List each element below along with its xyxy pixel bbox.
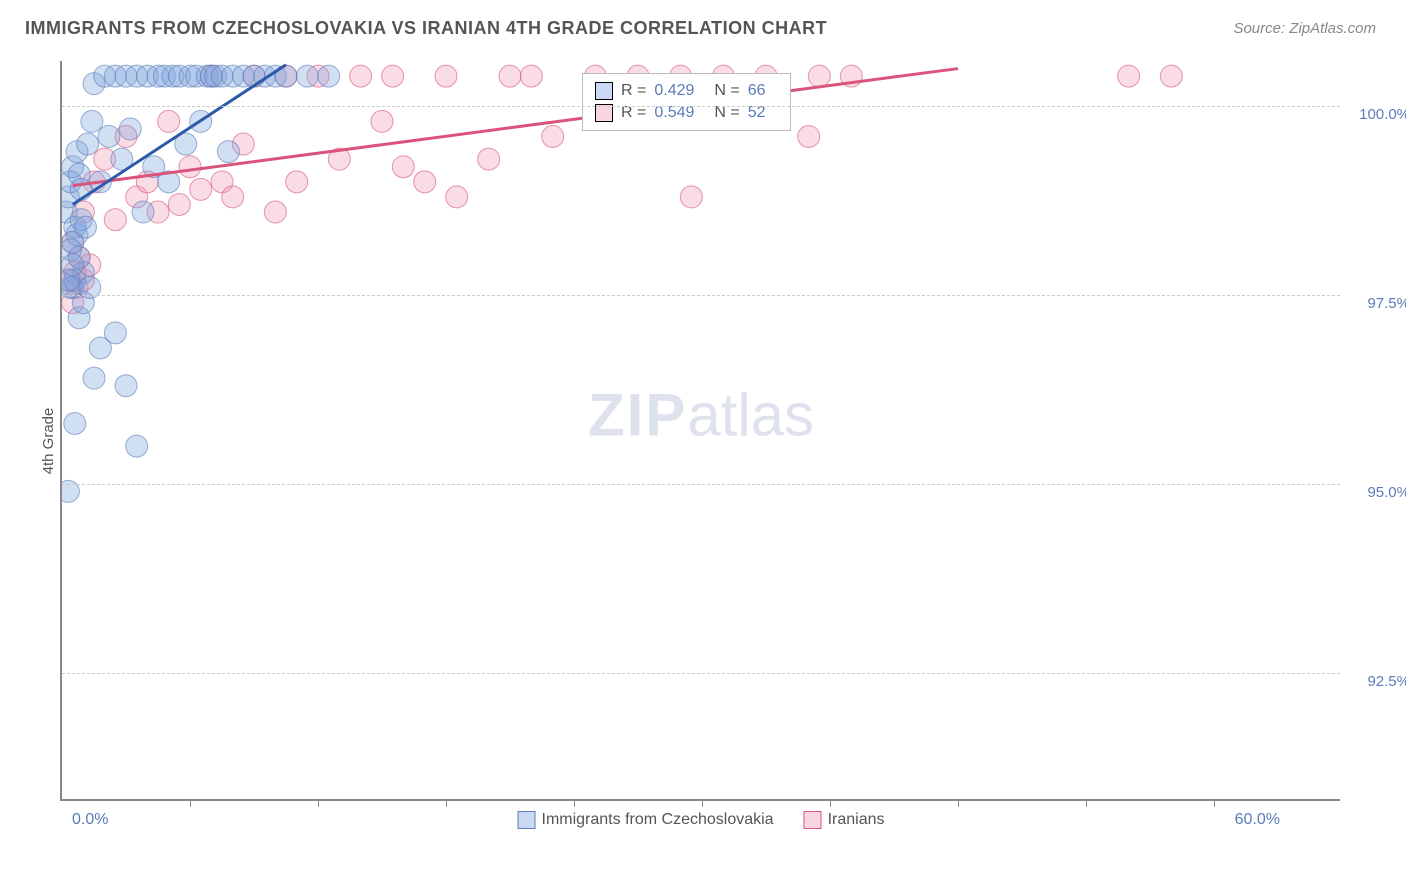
legend-swatch-blue-icon [595,82,613,100]
scatter-point [264,201,286,223]
scatter-point [98,126,120,148]
scatter-point [119,118,141,140]
stats-legend-box: R = 0.429 N = 66 R = 0.549 N = 52 [582,73,791,131]
x-tick [830,799,831,807]
scatter-point [798,126,820,148]
scatter-point [542,126,564,148]
legend-below: Immigrants from Czechoslovakia Iranians [518,811,885,829]
scatter-point [446,186,468,208]
grid-line [62,295,1340,296]
scatter-point [115,375,137,397]
scatter-point [296,65,318,87]
scatter-point [382,65,404,87]
x-axis-min-label: 0.0% [72,811,108,829]
scatter-point [104,209,126,231]
scatter-point [190,178,212,200]
scatter-point [132,201,154,223]
x-tick [1214,799,1215,807]
stats-row-a: R = 0.429 N = 66 [595,80,778,102]
scatter-point [435,65,457,87]
x-tick [1086,799,1087,807]
scatter-point [126,435,148,457]
scatter-point [1160,65,1182,87]
scatter-point [520,65,542,87]
scatter-point [77,133,99,155]
legend-item-a: Immigrants from Czechoslovakia [518,811,774,829]
scatter-point [64,412,86,434]
chart-container: 4th Grade ZIPatlas R = 0.429 N = 66 R = … [50,51,1396,831]
scatter-point [74,216,96,238]
scatter-point [158,110,180,132]
y-tick-label: 100.0% [1359,106,1406,123]
x-tick [574,799,575,807]
stats-row-b: R = 0.549 N = 52 [595,102,778,124]
x-tick [318,799,319,807]
y-axis-title: 4th Grade [40,408,57,475]
legend-item-b: Iranians [804,811,885,829]
scatter-point [168,193,190,215]
scatter-point [83,367,105,389]
scatter-point [350,65,372,87]
grid-line [62,106,1340,107]
legend-swatch-blue-icon [518,811,536,829]
scatter-point [478,148,500,170]
x-tick [702,799,703,807]
x-axis-max-label: 60.0% [1235,811,1280,829]
y-tick-label: 97.5% [1367,295,1406,312]
scatter-point [392,156,414,178]
scatter-point [104,322,126,344]
grid-line [62,484,1340,485]
scatter-point [680,186,702,208]
scatter-point [286,171,308,193]
scatter-point [318,65,340,87]
scatter-point [179,156,201,178]
source-attribution: Source: ZipAtlas.com [1233,20,1376,37]
scatter-point [808,65,830,87]
scatter-point [1118,65,1140,87]
scatter-point [499,65,521,87]
scatter-point [217,141,239,163]
scatter-point [62,254,84,276]
scatter-point [81,110,103,132]
y-tick-label: 95.0% [1367,484,1406,501]
scatter-point [371,110,393,132]
legend-swatch-pink-icon [804,811,822,829]
chart-header: IMMIGRANTS FROM CZECHOSLOVAKIA VS IRANIA… [0,0,1406,51]
plot-area: ZIPatlas R = 0.429 N = 66 R = 0.549 N = … [60,61,1340,801]
x-tick [190,799,191,807]
scatter-point [414,171,436,193]
y-tick-label: 92.5% [1367,673,1406,690]
x-tick [958,799,959,807]
scatter-point [70,178,92,200]
x-tick [446,799,447,807]
scatter-svg [62,61,1342,801]
chart-title: IMMIGRANTS FROM CZECHOSLOVAKIA VS IRANIA… [25,18,827,39]
scatter-point [222,186,244,208]
grid-line [62,673,1340,674]
